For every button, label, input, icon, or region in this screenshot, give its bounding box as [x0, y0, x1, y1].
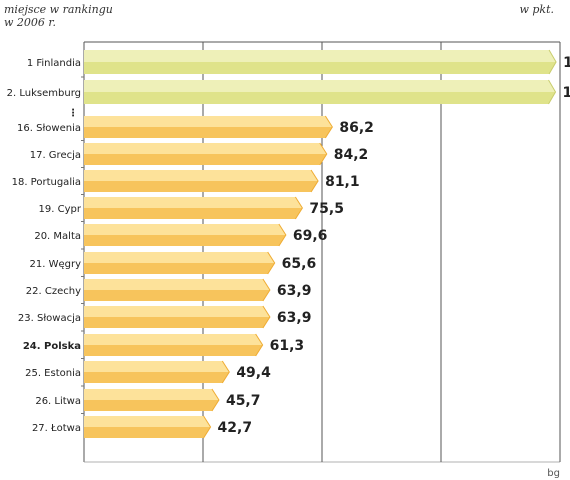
bar: [84, 317, 270, 328]
bar-top-face: [84, 416, 211, 427]
category-label: 2. Luksemburg: [7, 88, 81, 99]
bar-top-face: [84, 197, 303, 208]
value-label: 86,2: [339, 120, 374, 136]
bar-group-6: [84, 196, 303, 220]
bar: [84, 154, 327, 165]
bar-group-7: [84, 223, 287, 247]
ranking-header: miejsce w rankingu w 2006 r.: [4, 3, 113, 29]
category-label: 25. Estonia: [25, 368, 81, 379]
bar-group-3: [84, 115, 333, 139]
category-label: 27. Łotwa: [32, 423, 81, 434]
bar: [84, 263, 275, 274]
bar: [84, 345, 263, 356]
bar-top-face: [84, 306, 270, 317]
bar-end-edge: [211, 388, 220, 412]
value-label: 61,3: [270, 338, 305, 354]
bar: [84, 400, 219, 411]
bar-group-5: [84, 169, 319, 193]
bar: [84, 290, 270, 301]
bar-end-edge: [255, 333, 264, 357]
bar-group-12: [84, 360, 230, 384]
category-label: 21. Węgry: [30, 259, 82, 270]
value-label: 49,4: [236, 365, 271, 381]
bar-top-face: [84, 143, 327, 154]
bar: [84, 62, 557, 74]
bar-top-face: [84, 252, 275, 263]
credit-label: bg: [547, 468, 560, 479]
bar-end-edge: [262, 305, 271, 329]
value-label: 65,6: [282, 256, 317, 272]
bar: [84, 235, 286, 246]
bar: [84, 208, 303, 219]
ranking-header-line2: w 2006 r.: [4, 16, 56, 29]
category-label: 1 Finlandia: [27, 58, 81, 69]
bar-end-edge: [548, 49, 557, 75]
bar: [84, 372, 230, 383]
bar: [84, 127, 333, 138]
bar-top-face: [84, 334, 263, 345]
bar-top-face: [84, 116, 333, 127]
category-label: 19. Cypr: [39, 204, 82, 215]
category-label: 24. Polska: [23, 341, 81, 352]
value-label: 166,1: [563, 55, 570, 71]
bar-end-edge: [221, 360, 230, 384]
value-label: 63,9: [277, 310, 312, 326]
value-label: 84,2: [334, 147, 369, 163]
bar-group-9: [84, 278, 271, 302]
bar-group-1: [84, 49, 557, 75]
bar-end-edge: [278, 223, 287, 247]
bar-group-2: [84, 79, 557, 105]
category-label: 23. Słowacja: [18, 313, 81, 324]
category-label: 16. Słowenia: [17, 123, 81, 134]
value-label: 45,7: [226, 393, 261, 409]
bar-end-edge: [262, 278, 271, 302]
category-label: 18. Portugalia: [12, 177, 81, 188]
bar-end-edge: [548, 79, 557, 105]
bar-end-edge: [203, 415, 212, 439]
value-label: 81,1: [325, 174, 360, 190]
bar-group-4: [84, 142, 328, 166]
value-label: 165,9: [563, 85, 570, 101]
bar-group-13: [84, 388, 220, 412]
category-label: 17. Grecja: [30, 150, 81, 161]
category-label: 20. Malta: [34, 231, 81, 242]
bar-top-face: [84, 170, 319, 181]
value-label: 69,6: [293, 228, 328, 244]
bar-top-face: [84, 224, 286, 235]
category-label: 22. Czechy: [26, 286, 81, 297]
bar-group-11: [84, 333, 264, 357]
bar-end-edge: [324, 115, 333, 139]
bar-end-edge: [267, 251, 276, 275]
category-label: 26. Litwa: [35, 396, 81, 407]
bar-end-edge: [319, 142, 328, 166]
ranking-header-line1: miejsce w rankingu: [4, 3, 113, 16]
bar: [84, 92, 556, 104]
bar-top-face: [84, 361, 230, 372]
bar: [84, 181, 319, 192]
bar-group-8: [84, 251, 276, 275]
unit-label: w pkt.: [519, 3, 554, 16]
gap-marker: ⋮: [68, 108, 78, 119]
bar-top-face: [84, 80, 556, 92]
bar-end-edge: [310, 169, 319, 193]
bar-group-14: [84, 415, 212, 439]
bar-top-face: [84, 389, 219, 400]
value-label: 75,5: [309, 201, 344, 217]
bar-end-edge: [294, 196, 303, 220]
bar: [84, 427, 211, 438]
value-label: 42,7: [218, 420, 253, 436]
bar-group-10: [84, 305, 271, 329]
bar-top-face: [84, 50, 557, 62]
value-label: 63,9: [277, 283, 312, 299]
bar-top-face: [84, 279, 270, 290]
